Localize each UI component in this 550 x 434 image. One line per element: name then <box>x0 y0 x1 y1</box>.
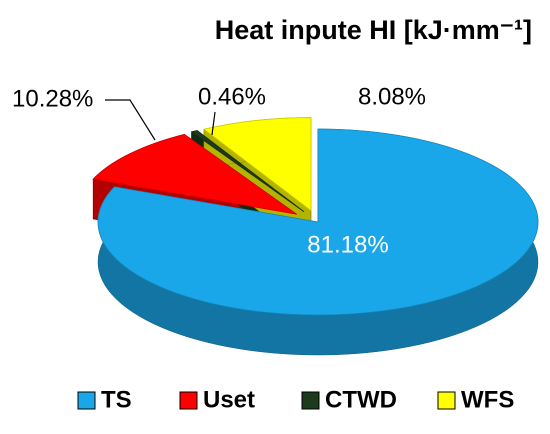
data-label: 81.18% <box>307 231 388 258</box>
slice <box>203 117 312 212</box>
data-label: 8.08% <box>358 83 426 110</box>
chart-title: Heat inpute HI [kJ·mm⁻¹] <box>215 15 532 45</box>
legend-swatch <box>301 391 320 410</box>
slice <box>190 130 305 213</box>
legend-swatch <box>437 391 456 410</box>
slice <box>92 133 298 215</box>
data-label: 10.28% <box>12 85 93 112</box>
slice <box>97 128 539 316</box>
legend-swatch <box>77 391 96 410</box>
legend-swatch <box>179 391 198 410</box>
legend-label: TS <box>101 386 132 413</box>
data-label: 0.46% <box>198 83 266 110</box>
legend-label: Uset <box>203 386 255 413</box>
leader-line <box>211 111 216 136</box>
legend-label: WFS <box>461 386 514 413</box>
legend-label: CTWD <box>325 386 397 413</box>
pie-tops <box>92 117 539 316</box>
leader-line <box>105 99 156 141</box>
